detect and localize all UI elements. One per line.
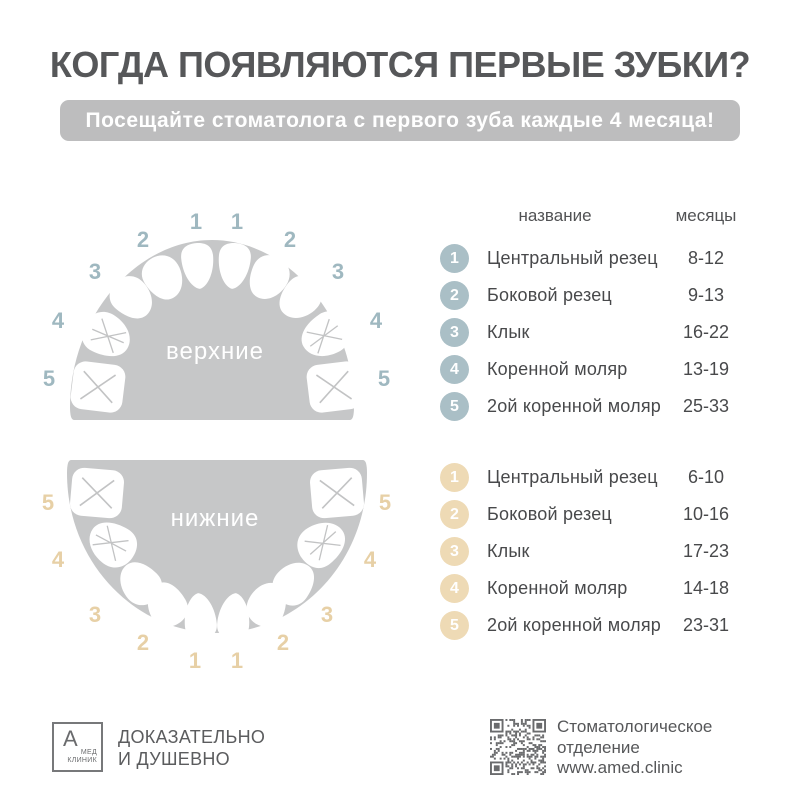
page-title: КОГДА ПОЯВЛЯЮТСЯ ПЕРВЫЕ ЗУБКИ? — [49, 44, 751, 85]
table-header: название месяцы — [440, 206, 746, 226]
tooth-months: 6-10 — [687, 467, 725, 487]
upper-tooth-number-2-right: 2 — [284, 227, 296, 252]
tooth-months: 13-19 — [682, 359, 730, 379]
lower-tooth-number-1-right: 1 — [231, 648, 243, 673]
table-row: 2 Боковой резец 10-16 — [440, 496, 746, 533]
lower-jaw-diagram: нижние 1 1 2 2 3 3 4 4 5 5 — [40, 445, 430, 680]
tooth-number-badge: 5 — [440, 392, 469, 421]
lower-jaw-label: нижние — [171, 505, 260, 532]
upper-tooth-number-3-left: 3 — [89, 259, 101, 284]
tooth-name: Коренной моляр — [487, 578, 628, 598]
tooth-number-badge: 5 — [440, 611, 469, 640]
clinic-slogan: ДОКАЗАТЕЛЬНО И ДУШЕВНО — [118, 726, 265, 770]
upper-tooth-number-4-left: 4 — [52, 308, 65, 333]
upper-jaw-label: верхние — [166, 338, 264, 365]
clinic-slogan-line2: И ДУШЕВНО — [118, 749, 230, 769]
upper-jaw-illustration: верхние 1 1 2 2 3 3 4 4 5 5 — [43, 209, 390, 420]
lower-teeth-table: 1 Центральный резец 6-10 2 Боковой резец… — [440, 459, 746, 644]
table-row: 2 Боковой резец 9-13 — [440, 277, 746, 314]
tooth-months: 9-13 — [687, 285, 725, 305]
table-row: 5 2ой коренной моляр 23-31 — [440, 607, 746, 644]
tooth-number-badge: 1 — [440, 463, 469, 492]
tooth-number-badge: 3 — [440, 318, 469, 347]
clinic-logo: А МЕД КЛИНИК — [52, 722, 103, 772]
table-row: 3 Клык 16-22 — [440, 314, 746, 351]
tooth-number-badge: 4 — [440, 574, 469, 603]
table-row: 1 Центральный резец 6-10 — [440, 459, 746, 496]
tooth-number-badge: 1 — [440, 244, 469, 273]
upper-tooth-number-1-left: 1 — [190, 209, 202, 234]
tooth-name: Центральный резец — [487, 467, 658, 487]
tooth-months: 8-12 — [687, 248, 725, 268]
lower-jaw-illustration: нижние 1 1 2 2 3 3 4 4 5 5 — [42, 460, 391, 673]
tooth-months: 14-18 — [682, 578, 730, 598]
qr-code — [490, 719, 546, 775]
lower-tooth-number-4-right: 4 — [364, 547, 377, 572]
tooth-name: Клык — [487, 322, 530, 342]
tooth-number-badge: 2 — [440, 500, 469, 529]
upper-tooth-number-5-right: 5 — [378, 366, 390, 391]
tooth-months: 17-23 — [682, 541, 730, 561]
tooth-name: 2ой коренной моляр — [487, 615, 661, 635]
lower-tooth-number-1-left: 1 — [189, 648, 201, 673]
dental-department-caption-line2: отделение — [557, 737, 640, 757]
upper-teeth-table: 1 Центральный резец 8-12 2 Боковой резец… — [440, 240, 746, 425]
dental-department-caption-line1: Стоматологическое — [557, 717, 713, 736]
clinic-logo-subtext: МЕД КЛИНИК — [67, 749, 97, 765]
tooth-number-badge: 2 — [440, 281, 469, 310]
dental-department-caption: Стоматологическое отделение www.amed.cli… — [557, 717, 712, 779]
tooth-name: Клык — [487, 541, 530, 561]
lower-tooth-number-5-right: 5 — [379, 490, 391, 515]
table-header-name: название — [518, 206, 592, 225]
table-row: 4 Коренной моляр 14-18 — [440, 570, 746, 607]
lower-tooth-number-2-left: 2 — [137, 630, 149, 655]
lower-tooth-number-3-left: 3 — [89, 602, 101, 627]
tooth-number-badge: 4 — [440, 355, 469, 384]
clinic-logo-subtext-line2: КЛИНИК — [67, 757, 97, 764]
table-row: 4 Коренной моляр 13-19 — [440, 351, 746, 388]
clinic-logo-subtext-line1: МЕД — [80, 749, 97, 756]
tooth-name: Боковой резец — [487, 504, 612, 524]
tooth-name: Боковой резец — [487, 285, 612, 305]
tooth-months: 23-31 — [682, 615, 730, 635]
upper-tooth-number-2-left: 2 — [137, 227, 149, 252]
lower-tooth-number-2-right: 2 — [277, 630, 289, 655]
upper-tooth-number-1-right: 1 — [231, 209, 243, 234]
tooth-months: 10-16 — [682, 504, 730, 524]
tooth-number-badge: 3 — [440, 537, 469, 566]
tooth-name: Коренной моляр — [487, 359, 628, 379]
upper-tooth-number-5-left: 5 — [43, 366, 55, 391]
clinic-logo-letter: А — [63, 726, 78, 751]
tooth-months: 25-33 — [682, 396, 730, 416]
upper-jaw-diagram: верхние 1 1 2 2 3 3 4 4 5 5 — [40, 195, 430, 435]
table-row: 5 2ой коренной моляр 25-33 — [440, 388, 746, 425]
tooth-name: Центральный резец — [487, 248, 658, 268]
upper-tooth-number-3-right: 3 — [332, 259, 344, 284]
table-row: 3 Клык 17-23 — [440, 533, 746, 570]
qr-code-image — [490, 719, 546, 775]
lower-tooth-number-3-right: 3 — [321, 602, 333, 627]
lower-tooth-number-4-left: 4 — [52, 547, 65, 572]
table-header-months: месяцы — [675, 206, 737, 225]
lower-tooth-number-5-left: 5 — [42, 490, 54, 515]
clinic-website: www.amed.clinic — [557, 758, 683, 777]
reminder-banner-text: Посещайте стоматолога с первого зуба каж… — [85, 108, 715, 132]
clinic-slogan-line1: ДОКАЗАТЕЛЬНО — [118, 727, 266, 747]
tooth-name: 2ой коренной моляр — [487, 396, 661, 416]
table-row: 1 Центральный резец 8-12 — [440, 240, 746, 277]
upper-tooth-number-4-right: 4 — [370, 308, 383, 333]
reminder-banner: Посещайте стоматолога с первого зуба каж… — [60, 100, 740, 141]
tooth-months: 16-22 — [682, 322, 730, 342]
